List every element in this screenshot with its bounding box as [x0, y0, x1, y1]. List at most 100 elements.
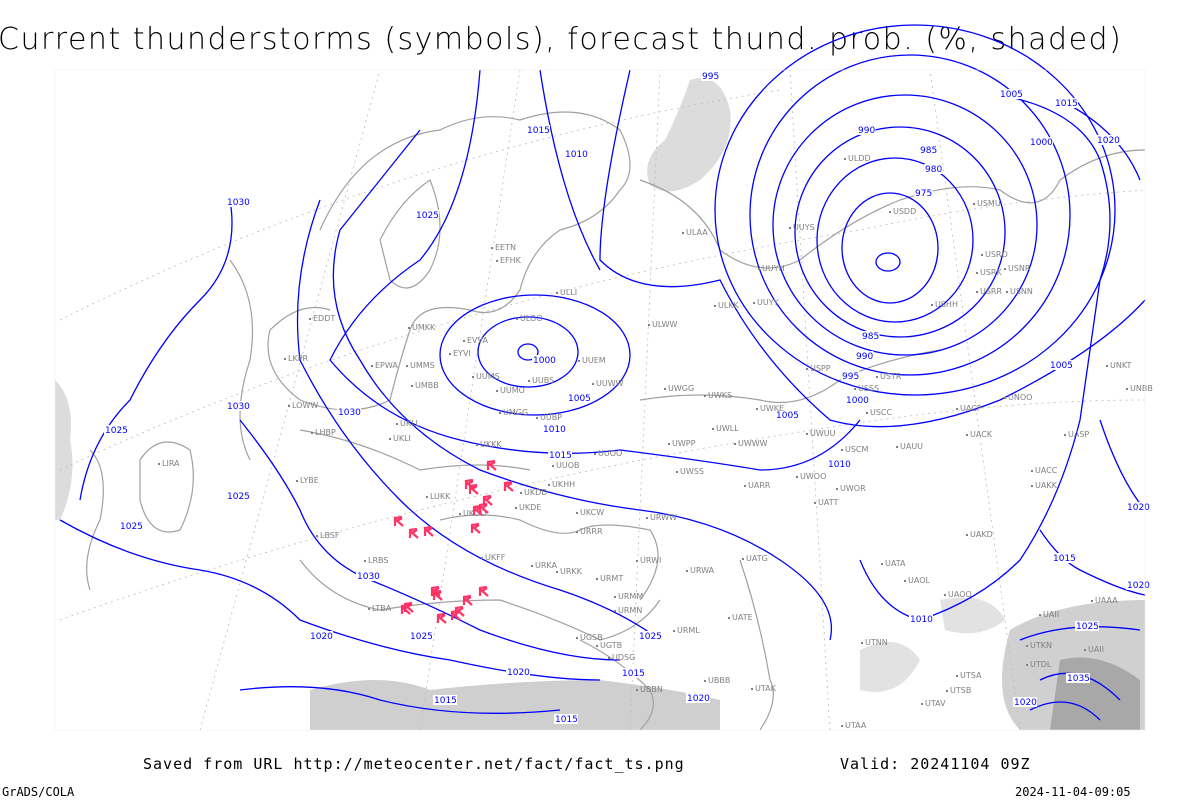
station-label: UATE — [732, 613, 753, 622]
station-label: USSS — [858, 384, 879, 393]
station-label: UAOO — [948, 590, 972, 599]
station-label: UUEM — [582, 356, 606, 365]
isobar-label: 1020 — [1097, 136, 1120, 146]
isobar-label: 1035 — [1067, 674, 1090, 684]
isobar — [332, 129, 832, 641]
station-label: UACK — [970, 430, 993, 439]
station-label: UUBS — [532, 376, 554, 385]
station-label: LKPR — [288, 354, 309, 363]
station-label: UACP — [960, 404, 982, 413]
station-label: UWOR — [840, 484, 866, 493]
thunderstorm-symbols — [393, 459, 514, 624]
isobar — [439, 294, 631, 416]
isobar-label: 1010 — [828, 460, 851, 470]
isobar-label: 1030 — [227, 198, 250, 208]
isobar-label: 1015 — [1055, 99, 1078, 109]
isobar-label: 1030 — [338, 408, 361, 418]
station-label: UKKK — [480, 440, 502, 449]
station-label: UUBP — [540, 413, 562, 422]
isobar — [539, 69, 601, 271]
station-label: USCM — [845, 445, 869, 454]
station-label: UKLI — [393, 434, 411, 443]
station-label: UNKT — [1110, 361, 1131, 370]
thunderstorm-icon — [482, 494, 493, 506]
station-label: UARR — [748, 481, 771, 490]
isobar — [239, 686, 561, 714]
thunderstorm-icon — [454, 605, 465, 617]
isobar-label: 1015 — [549, 451, 572, 461]
isobar-label: 1015 — [555, 715, 578, 725]
station-label: UUWW — [596, 379, 624, 388]
station-label: USPP — [810, 364, 831, 373]
thunderstorm-probability-shading — [55, 78, 1145, 730]
isobar-label: 1020 — [1014, 698, 1037, 708]
station-label: UTKN — [1030, 641, 1052, 650]
station-label: LHBP — [315, 428, 336, 437]
station-label: USTR — [880, 372, 902, 381]
isobar-label: 975 — [915, 189, 932, 199]
isobar — [477, 316, 579, 388]
station-label: ULDD — [848, 154, 871, 163]
station-label: LUKK — [430, 492, 451, 501]
station-label: UMMS — [410, 361, 435, 370]
station-label: LTBA — [372, 604, 392, 613]
render-timestamp: 2024-11-04-09:05 — [1015, 785, 1131, 799]
station-label: UBBN — [640, 685, 663, 694]
station-label: UUMS — [476, 372, 500, 381]
station-label: URMM — [618, 592, 643, 601]
isobar-label: 990 — [858, 126, 875, 136]
station-label: USDD — [893, 207, 916, 216]
isobar — [1099, 419, 1146, 511]
isobar-label: 1020 — [310, 632, 333, 642]
isobar-label: 1025 — [105, 426, 128, 436]
station-label: UUYH — [762, 264, 785, 273]
isobar-label: 1000 — [846, 396, 869, 406]
station-label: URML — [677, 626, 700, 635]
station-label: UATA — [885, 559, 906, 568]
isobar — [1039, 529, 1146, 596]
station-label: UKFF — [485, 553, 506, 562]
station-label: UUMO — [500, 386, 525, 395]
isobar-label: 1005 — [1050, 361, 1073, 371]
station-label: USRK — [980, 268, 1002, 277]
thunderstorm-icon — [432, 589, 443, 601]
isobar — [517, 343, 539, 361]
isobar — [329, 69, 861, 471]
map-frame — [54, 69, 1146, 731]
isobar-label: 980 — [925, 165, 942, 175]
station-label: URKA — [535, 561, 558, 570]
isobar-label: 1025 — [416, 211, 439, 221]
station-label: UUOO — [598, 449, 622, 458]
isobar-label: 1030 — [357, 572, 380, 582]
station-label: UTAK — [755, 684, 777, 693]
isobar — [816, 157, 974, 323]
station-label: UNBB — [1130, 384, 1153, 393]
source-url: Saved from URL http://meteocenter.net/fa… — [143, 755, 685, 773]
station-label: UASP — [1068, 430, 1089, 439]
isobars — [59, 24, 1146, 721]
station-label: LRBS — [368, 556, 388, 565]
thunderstorm-icon — [468, 483, 479, 495]
isobar — [749, 54, 1071, 376]
station-label: UMBB — [415, 381, 439, 390]
station-label: UWOO — [800, 472, 826, 481]
station-label: UKDE — [519, 503, 541, 512]
station-label: USRR — [980, 287, 1002, 296]
station-label: USNN — [1010, 287, 1033, 296]
station-label: UWPP — [672, 439, 696, 448]
station-label: USMU — [977, 199, 1001, 208]
station-label: UUYY — [757, 298, 779, 307]
thunderstorm-icon — [462, 594, 473, 606]
isobar-label: 1020 — [1127, 503, 1150, 513]
isobar-label: 995 — [702, 72, 719, 82]
isobar-label: 1015 — [527, 126, 550, 136]
isobar — [875, 252, 901, 272]
station-label: ULLI — [560, 288, 577, 297]
isobar — [59, 519, 601, 681]
station-label: UWLL — [716, 424, 739, 433]
station-label: URWA — [690, 566, 715, 575]
station-label: UAAA — [1095, 596, 1118, 605]
thunderstorm-icon — [470, 522, 481, 534]
station-label: UGSB — [580, 633, 603, 642]
